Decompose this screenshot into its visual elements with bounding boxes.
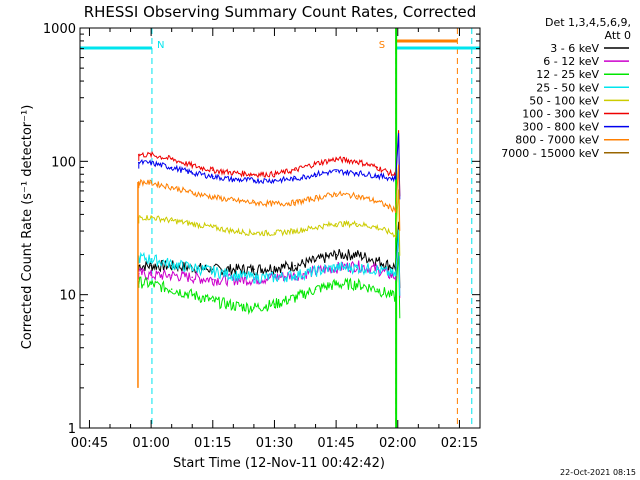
x-axis-label: Start Time (12-Nov-11 00:42:42): [173, 456, 385, 471]
data-point: [294, 264, 296, 267]
data-point: [150, 258, 152, 260]
series-line: [138, 231, 401, 298]
data-point: [273, 232, 276, 234]
data-point: [355, 195, 358, 197]
series-2: [137, 251, 401, 319]
data-point: [253, 201, 255, 204]
data-point: [355, 266, 358, 269]
data-point: [170, 219, 173, 222]
y-tick-label: 1: [68, 422, 76, 437]
legend-label: 100 - 300 keV: [522, 108, 599, 121]
annotation-label: N: [157, 40, 164, 51]
series-3: [137, 229, 401, 296]
y-tick-label: 10: [59, 289, 76, 304]
data-point: [335, 223, 337, 225]
series-7: [137, 164, 401, 231]
legend-label: 7000 - 15000 keV: [501, 147, 599, 160]
legend-label: 6 - 12 keV: [543, 55, 599, 68]
legend-header-line-2: Att 0: [605, 29, 631, 42]
x-tick-label: 00:45: [71, 436, 108, 451]
legend-label: 12 - 25 keV: [536, 68, 599, 81]
y-axis-label: Corrected Count Rate (s⁻¹ detector⁻¹): [20, 105, 35, 350]
x-tick-label: 02:00: [379, 436, 416, 451]
data-point: [191, 276, 194, 279]
legend-label: 25 - 50 keV: [536, 81, 599, 94]
series-line: [138, 251, 401, 319]
x-tick-label: 01:15: [194, 436, 231, 451]
data-point: [335, 170, 337, 173]
data-point: [294, 177, 296, 180]
data-point: [211, 299, 214, 302]
series-line: [138, 229, 401, 296]
data-point: [170, 288, 173, 290]
chart-title: RHESSI Observing Summary Count Rates, Co…: [84, 3, 477, 21]
data-point: [355, 223, 358, 225]
x-tick-label: 01:45: [317, 436, 354, 451]
data-point: [191, 266, 194, 269]
x-tick-label: 01:30: [256, 436, 293, 451]
plot-frame: [79, 27, 481, 429]
footer-timestamp: 22-Oct-2021 08:15: [560, 468, 636, 477]
legend-label: 300 - 800 keV: [522, 121, 599, 134]
x-tick-label: 02:15: [441, 436, 478, 451]
y-tick-label: 1000: [43, 22, 76, 37]
series-line: [138, 130, 401, 197]
legend-label: 3 - 6 keV: [550, 42, 599, 55]
legend-label: 800 - 7000 keV: [515, 134, 599, 147]
legend-header-line-1: Det 1,3,4,5,6,9,: [545, 16, 631, 29]
series-line: [138, 164, 401, 231]
series-5: [137, 130, 401, 197]
series-6: [137, 133, 401, 200]
series-line: [138, 133, 401, 200]
annotation-label: S: [379, 40, 385, 51]
y-tick-label: 100: [51, 155, 76, 170]
data-point: [294, 169, 296, 171]
series-line: [138, 189, 401, 256]
x-tick-label: 01:00: [132, 436, 169, 451]
data-point: [232, 199, 235, 202]
data-point: [376, 288, 379, 290]
legend-label: 50 - 100 keV: [529, 94, 599, 107]
